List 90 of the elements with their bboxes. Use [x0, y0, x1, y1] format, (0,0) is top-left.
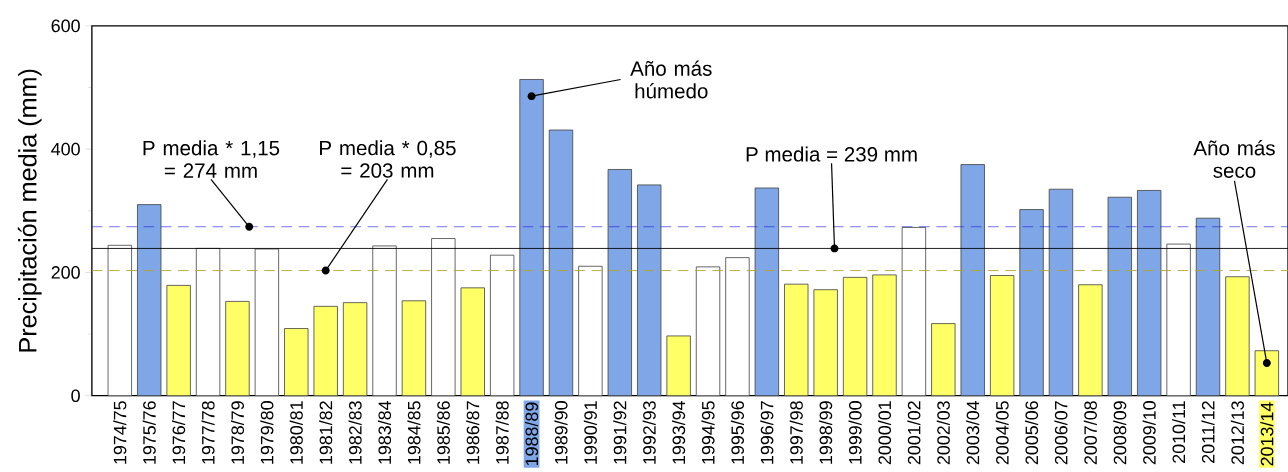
bar [1254, 350, 1279, 396]
x-tick-label: 1987/88 [495, 401, 509, 464]
x-tick-label: 2002/03 [936, 401, 950, 465]
bar [166, 284, 191, 396]
bar [225, 300, 250, 396]
bar [666, 335, 691, 396]
bar [313, 305, 338, 396]
y-tick-label: 600 [51, 19, 80, 33]
ref-line-label: P media = 239 mm [746, 146, 917, 162]
bar [254, 248, 280, 396]
x-tick-label: 1977/78 [201, 401, 215, 464]
bar [342, 302, 368, 396]
x-tick-label: 2010/11 [1172, 401, 1186, 463]
x-tick-label: 2003/04 [966, 400, 980, 465]
x-tick-label: 1981/82 [319, 401, 333, 464]
x-tick-label: 1978/79 [230, 401, 245, 464]
bar [1225, 276, 1250, 396]
x-tick-label: 2004/05 [995, 401, 1009, 465]
bar [490, 254, 515, 396]
bar [1019, 209, 1044, 396]
x-tick-label: 1979/80 [260, 400, 274, 464]
x-tick-label: 2000/01 [877, 401, 892, 465]
x-tick-label: 2012/13 [1230, 401, 1244, 465]
x-tick-label: 1993/94 [672, 400, 686, 464]
x-tick-label: 2005/06 [1024, 401, 1039, 465]
bar [989, 274, 1015, 396]
bar [519, 78, 544, 396]
bar [901, 226, 927, 396]
x-tick-label: 1985/86 [436, 401, 450, 464]
bar [754, 187, 780, 396]
x-tick-label: 1982/83 [348, 401, 362, 464]
bar [431, 237, 456, 396]
bar [460, 287, 485, 396]
bar [872, 274, 897, 396]
bar [1195, 217, 1221, 396]
bar [195, 247, 221, 396]
x-tick-label: 1983/84 [377, 400, 392, 464]
bar [1137, 189, 1162, 396]
annotation: Año más seco [1193, 139, 1275, 178]
x-tick-label: 1988/89 [524, 402, 539, 465]
bar [637, 184, 662, 396]
x-tick-label: 2009/10 [1142, 400, 1156, 465]
bar [578, 265, 603, 396]
ref-line-label: P media * 1,15 = 274 mm [143, 140, 280, 178]
bar [1166, 243, 1191, 396]
ref-line-label: P media * 0,85 = 203 mm [320, 140, 456, 178]
bar [607, 168, 632, 396]
x-tick-label: 1997/98 [789, 401, 803, 464]
x-tick-label: 1994/95 [701, 401, 715, 464]
x-tick-label: 1975/76 [142, 401, 156, 464]
y-tick-label: 400 [51, 142, 80, 156]
x-tick-label: 1996/97 [760, 401, 774, 464]
x-tick-label: 2006/07 [1054, 401, 1068, 465]
x-tick-label: 1992/93 [642, 401, 656, 464]
bar [137, 204, 162, 396]
bar [1078, 284, 1103, 396]
x-tick-label: 1990/91 [583, 401, 597, 464]
bar [1048, 188, 1074, 396]
x-tick-label: 1974/75 [113, 401, 127, 464]
x-tick-label: 2007/08 [1083, 401, 1097, 465]
x-tick-label: 1999/00 [848, 400, 862, 464]
x-tick-label: 2008/09 [1113, 401, 1127, 465]
bar [695, 266, 721, 396]
bar [401, 300, 427, 396]
x-tick-label: 1980/81 [289, 401, 303, 464]
x-tick-label: 2013/14 [1260, 402, 1274, 466]
bar [548, 129, 574, 396]
bar [960, 164, 985, 396]
bar [284, 327, 309, 396]
annotation: Año más húmedo [630, 60, 712, 99]
x-tick-label: 1984/85 [407, 401, 421, 464]
x-tick-label: 1989/90 [554, 400, 568, 464]
y-axis-title: Precipitación media (mm) [17, 69, 42, 352]
x-tick-label: 1986/87 [466, 401, 480, 464]
x-tick-label: 2011/12 [1201, 401, 1215, 463]
bar [107, 244, 132, 396]
x-tick-label: 2001/02 [907, 401, 921, 465]
y-tick-label: 200 [51, 265, 80, 279]
x-tick-label: 1991/92 [613, 401, 627, 464]
bar [784, 283, 809, 396]
x-tick-label: 1998/99 [819, 401, 833, 464]
bar [1107, 196, 1132, 396]
bar [842, 276, 868, 396]
x-tick-label: 1995/96 [730, 401, 745, 464]
bar [931, 323, 956, 396]
bar [372, 245, 397, 396]
x-tick-label: 1976/77 [172, 401, 186, 464]
bar [725, 257, 750, 396]
bar [813, 289, 838, 396]
y-tick-label: 0 [71, 389, 80, 402]
